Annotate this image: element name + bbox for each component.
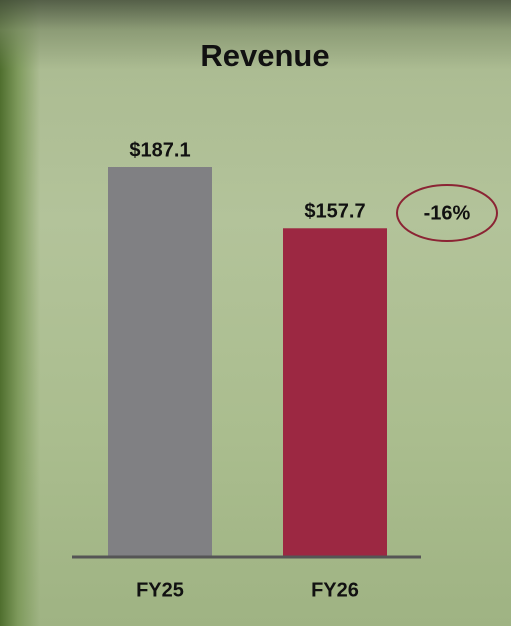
annotation-ellipse — [396, 184, 498, 242]
bar — [283, 228, 387, 558]
bar — [108, 167, 212, 557]
x-tick-label: FY26 — [311, 579, 359, 601]
x-tick-label: FY25 — [136, 579, 184, 601]
annotation: -16% — [424, 202, 471, 224]
chart-title: Revenue — [200, 38, 329, 73]
value-label: $157.7 — [304, 201, 365, 223]
value-label: $187.1 — [129, 139, 190, 161]
